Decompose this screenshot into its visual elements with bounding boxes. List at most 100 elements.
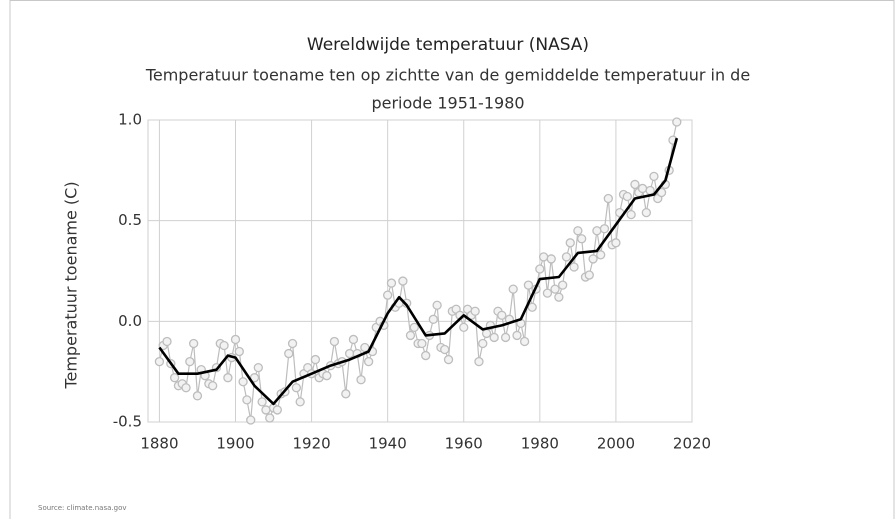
data-point bbox=[341, 389, 351, 399]
data-point bbox=[432, 300, 442, 310]
data-point bbox=[329, 336, 340, 347]
data-point bbox=[550, 284, 560, 294]
x-tick-label: 1920 bbox=[292, 435, 330, 453]
data-point bbox=[398, 276, 408, 286]
data-point bbox=[645, 185, 655, 196]
data-point bbox=[489, 332, 499, 343]
data-point bbox=[272, 405, 282, 415]
data-point bbox=[535, 264, 545, 274]
data-point bbox=[208, 381, 218, 391]
data-point bbox=[546, 254, 556, 264]
data-point bbox=[409, 322, 419, 333]
plot-area bbox=[147, 119, 693, 423]
data-point bbox=[344, 348, 355, 359]
data-point bbox=[611, 238, 621, 248]
data-point bbox=[459, 322, 469, 333]
data-point bbox=[508, 284, 518, 294]
y-tick-label: -0.5 bbox=[113, 413, 142, 431]
data-point bbox=[656, 187, 667, 198]
data-point bbox=[383, 290, 393, 300]
data-point bbox=[253, 362, 263, 373]
data-point bbox=[440, 344, 450, 355]
data-point bbox=[234, 346, 244, 357]
data-point bbox=[417, 338, 427, 349]
data-point bbox=[322, 371, 332, 381]
data-point bbox=[246, 415, 256, 425]
data-point bbox=[500, 332, 511, 343]
data-point bbox=[185, 356, 195, 367]
data-point bbox=[603, 193, 613, 204]
data-point bbox=[363, 356, 374, 367]
data-point bbox=[189, 338, 199, 349]
data-point bbox=[626, 209, 636, 220]
data-point bbox=[443, 354, 454, 365]
chart-subtitle: periode 1951-1980 bbox=[371, 94, 524, 113]
x-tick-label: 1960 bbox=[445, 435, 483, 453]
data-point bbox=[481, 328, 492, 339]
data-point bbox=[261, 405, 271, 415]
data-point bbox=[561, 252, 572, 262]
data-point bbox=[238, 377, 248, 387]
data-point bbox=[295, 397, 305, 407]
data-point bbox=[523, 280, 534, 290]
source: Source: climate.nasa.gov bbox=[38, 504, 127, 512]
data-point bbox=[348, 334, 359, 345]
data-point bbox=[257, 397, 267, 407]
data-point bbox=[630, 179, 640, 190]
y-tick-label: 0.0 bbox=[118, 312, 142, 330]
data-point bbox=[637, 183, 648, 194]
data-point bbox=[569, 262, 579, 272]
x-tick-label: 1940 bbox=[369, 435, 407, 453]
chart-subtitle: Temperatuur toename ten op zichtte van d… bbox=[145, 66, 750, 85]
data-point bbox=[527, 302, 537, 312]
data-point bbox=[386, 278, 397, 288]
data-point bbox=[573, 226, 583, 236]
data-point bbox=[421, 350, 431, 361]
data-point bbox=[162, 336, 172, 347]
data-point bbox=[672, 117, 682, 127]
data-point bbox=[287, 338, 298, 349]
data-point bbox=[474, 356, 484, 367]
data-point bbox=[360, 342, 370, 353]
x-tick-label: 1900 bbox=[216, 435, 254, 453]
data-point bbox=[242, 395, 252, 405]
x-tick-label: 2020 bbox=[673, 435, 711, 453]
data-point bbox=[470, 306, 480, 316]
data-point bbox=[542, 288, 553, 298]
data-point bbox=[405, 330, 416, 341]
data-point bbox=[622, 191, 632, 202]
y-tick-label: 0.5 bbox=[118, 211, 142, 229]
data-point bbox=[310, 354, 321, 365]
x-tick-label: 2000 bbox=[597, 435, 635, 453]
data-point bbox=[584, 270, 594, 280]
data-point bbox=[291, 383, 302, 393]
data-point bbox=[192, 391, 203, 401]
data-point bbox=[538, 252, 549, 262]
data-point bbox=[181, 383, 191, 393]
data-point bbox=[599, 224, 610, 234]
data-point bbox=[230, 334, 241, 345]
data-point bbox=[284, 348, 294, 359]
x-tick-label: 1880 bbox=[140, 435, 178, 453]
x-tick-label: 1980 bbox=[521, 435, 559, 453]
data-point bbox=[588, 254, 598, 264]
data-point bbox=[154, 356, 165, 367]
chart-title: Wereldwijde temperatuur (NASA) bbox=[307, 35, 589, 55]
y-tick-label: 1.0 bbox=[118, 111, 142, 129]
data-point bbox=[478, 338, 488, 349]
data-point bbox=[641, 207, 651, 218]
data-point bbox=[596, 250, 606, 260]
data-point bbox=[649, 171, 659, 182]
data-point bbox=[497, 310, 507, 320]
data-point bbox=[592, 226, 602, 236]
data-point bbox=[519, 336, 530, 347]
data-point bbox=[565, 238, 575, 248]
data-point bbox=[356, 375, 366, 385]
data-point bbox=[428, 314, 438, 324]
data-point bbox=[512, 330, 522, 341]
data-point bbox=[265, 413, 275, 423]
trend-line bbox=[158, 137, 679, 406]
data-point bbox=[577, 234, 587, 244]
data-point bbox=[169, 373, 180, 383]
